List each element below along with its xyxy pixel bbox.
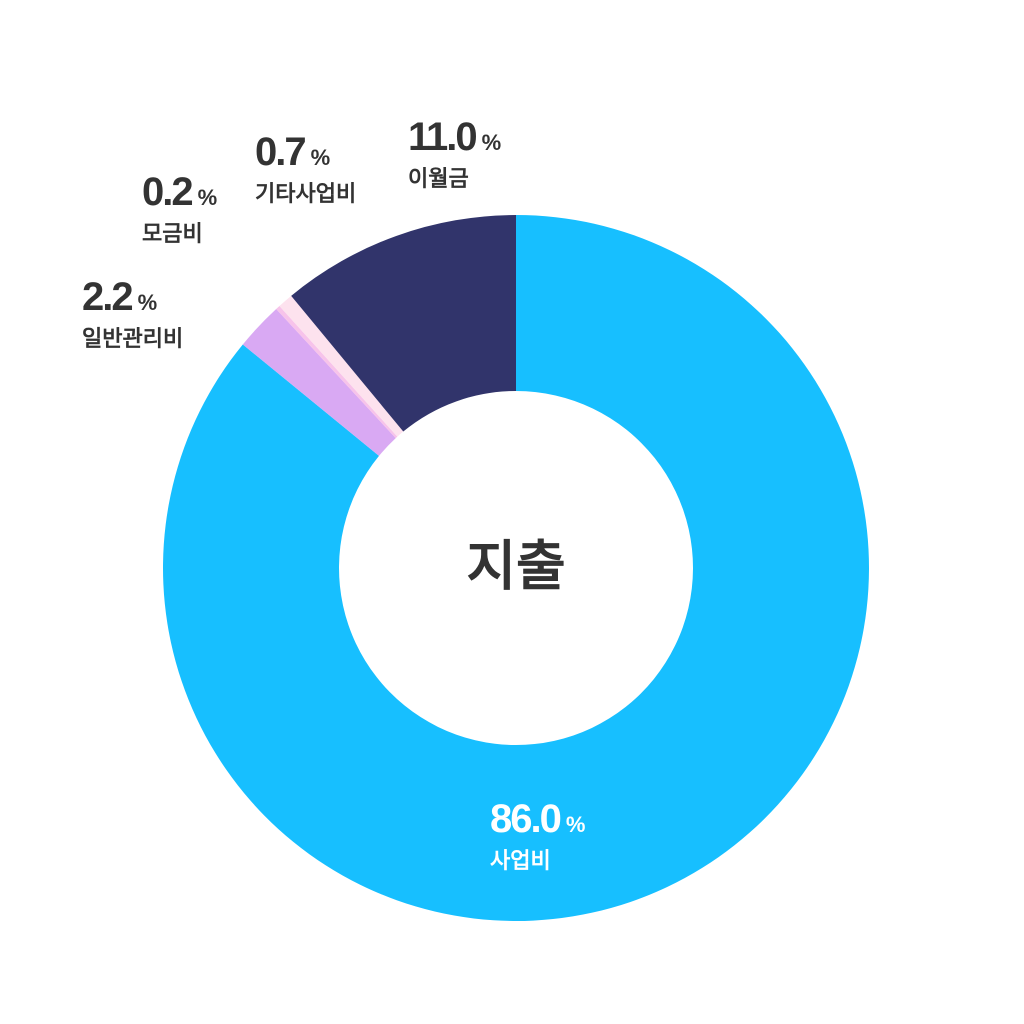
value-label: 86.0%	[490, 797, 585, 841]
category-label: 이월금	[408, 166, 469, 191]
value-unit: %	[566, 812, 586, 837]
slice	[291, 215, 516, 432]
labels: 86.0 % 사업비 2.2 % 일반관리비 0.2 % 모금비 0.7 % 기타사업비 11.0 % 이월…	[82, 115, 585, 873]
slice	[162, 215, 869, 921]
slice	[276, 305, 398, 439]
value-unit: %	[138, 290, 158, 315]
category-label: 일반관리비	[82, 326, 183, 351]
value-number: 2.2	[82, 275, 132, 319]
value-number: 11.0	[408, 115, 476, 159]
slices	[162, 215, 869, 921]
value-number: 0.7	[255, 130, 305, 174]
value-number: 0.2	[142, 170, 192, 214]
chart-title: 지출	[466, 536, 565, 596]
category-label: 모금비	[142, 221, 203, 246]
value-unit: %	[311, 145, 331, 170]
slice	[279, 295, 404, 437]
value-unit: %	[482, 130, 502, 155]
value-label: 2.2%	[82, 275, 157, 319]
category-label: 사업비	[490, 848, 551, 873]
value-number: 86.0	[490, 797, 561, 841]
slice	[242, 308, 396, 456]
value-label: 11.0%	[408, 115, 501, 159]
value-unit: %	[198, 185, 218, 210]
value-label: 0.2%	[142, 170, 217, 214]
value-label: 0.7%	[255, 130, 330, 174]
category-label: 기타사업비	[255, 181, 356, 206]
